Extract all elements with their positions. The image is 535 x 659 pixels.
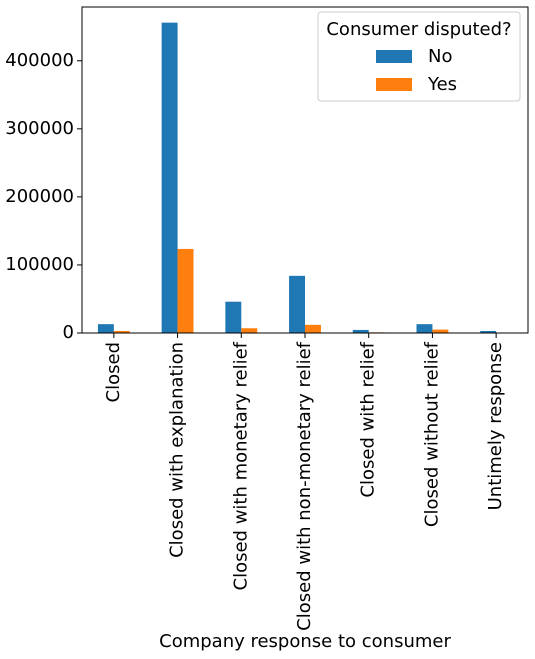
plot-frame [81, 6, 529, 334]
legend-label: Yes [427, 74, 457, 95]
x-tick-label: Untimely response [485, 342, 506, 510]
y-tick-label: 400000 [5, 50, 74, 71]
y-tick-label: 0 [63, 322, 74, 343]
x-tick-label: Closed with explanation [167, 342, 188, 558]
x-tick-label: Closed with relief [358, 341, 379, 497]
bar [305, 324, 321, 333]
y-tick-label: 100000 [5, 254, 74, 275]
bar [432, 329, 449, 333]
bar [177, 248, 194, 333]
bar [113, 330, 130, 333]
legend-box [317, 11, 521, 102]
x-tick-label: Closed [103, 342, 124, 402]
bar [480, 330, 497, 333]
bar [97, 324, 114, 333]
x-axis-label: Company response to consumer [159, 631, 451, 652]
legend-swatch [376, 78, 412, 91]
x-tick-label: Closed with non-monetary relief [294, 341, 315, 630]
bar [241, 328, 258, 333]
legend-swatch [376, 50, 412, 63]
x-tick-label: Closed with monetary relief [230, 341, 251, 590]
bar [225, 301, 242, 333]
bar [289, 275, 305, 333]
y-tick-label: 300000 [5, 118, 74, 139]
bar [416, 324, 433, 333]
y-tick-label: 200000 [5, 186, 74, 207]
legend-title: Consumer disputed? [326, 19, 511, 40]
bar [352, 329, 369, 333]
legend-label: No [428, 46, 452, 67]
bar [161, 22, 178, 334]
x-tick-label: Closed without relief [421, 341, 442, 527]
